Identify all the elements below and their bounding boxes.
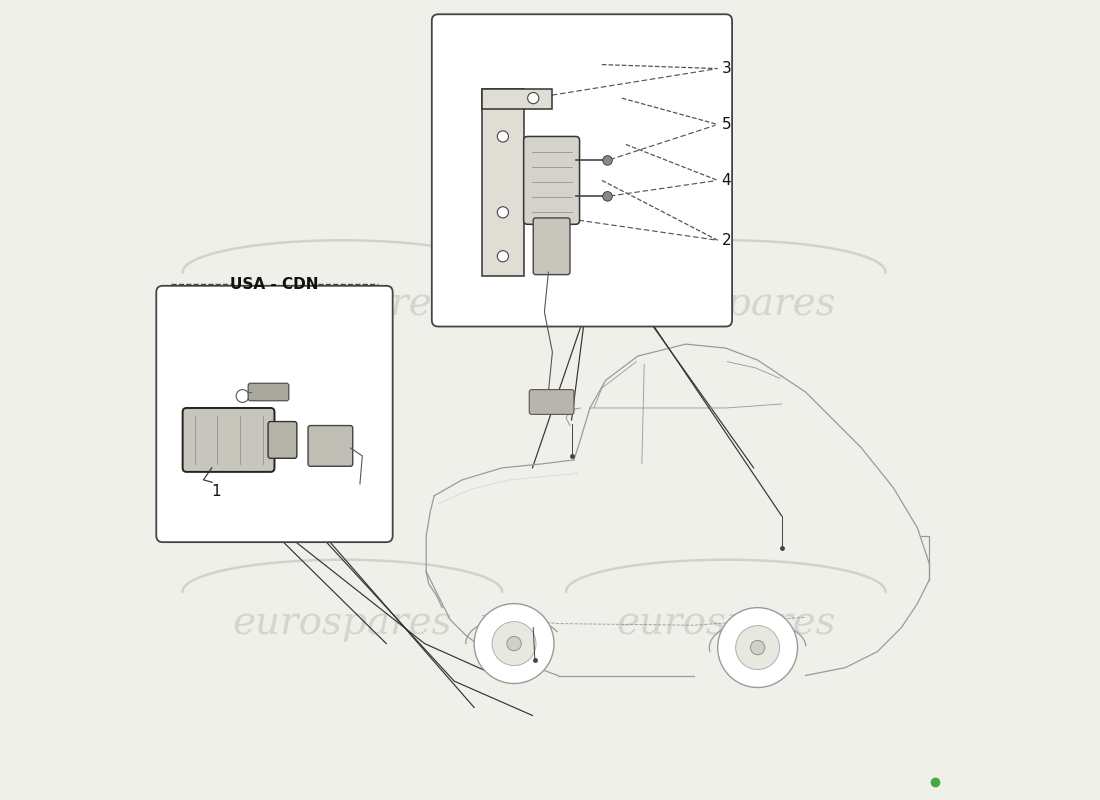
Circle shape xyxy=(492,622,536,666)
FancyBboxPatch shape xyxy=(268,422,297,458)
Text: eurospares: eurospares xyxy=(616,286,836,322)
Text: 3: 3 xyxy=(722,61,732,76)
FancyBboxPatch shape xyxy=(524,137,580,224)
Text: 4: 4 xyxy=(722,173,732,188)
Circle shape xyxy=(528,93,539,104)
Text: 2: 2 xyxy=(722,233,732,248)
Circle shape xyxy=(474,604,554,683)
Circle shape xyxy=(750,640,764,654)
FancyBboxPatch shape xyxy=(156,286,393,542)
FancyBboxPatch shape xyxy=(529,390,574,414)
Text: eurospares: eurospares xyxy=(232,286,452,322)
Circle shape xyxy=(603,156,613,166)
Text: 1: 1 xyxy=(211,484,221,499)
Text: 5: 5 xyxy=(722,117,732,132)
FancyBboxPatch shape xyxy=(534,218,570,274)
FancyBboxPatch shape xyxy=(249,383,289,401)
FancyBboxPatch shape xyxy=(183,408,275,472)
Circle shape xyxy=(736,626,780,670)
Bar xyxy=(482,89,551,109)
Circle shape xyxy=(603,191,613,201)
FancyBboxPatch shape xyxy=(308,426,353,466)
Text: eurospares: eurospares xyxy=(616,605,836,642)
Bar xyxy=(482,89,524,276)
Circle shape xyxy=(497,250,508,262)
Circle shape xyxy=(497,131,508,142)
Circle shape xyxy=(717,608,798,687)
Circle shape xyxy=(497,206,508,218)
Circle shape xyxy=(236,390,249,402)
FancyBboxPatch shape xyxy=(432,14,733,326)
Text: eurospares: eurospares xyxy=(232,605,452,642)
Circle shape xyxy=(507,636,521,650)
Text: USA - CDN: USA - CDN xyxy=(230,277,319,292)
